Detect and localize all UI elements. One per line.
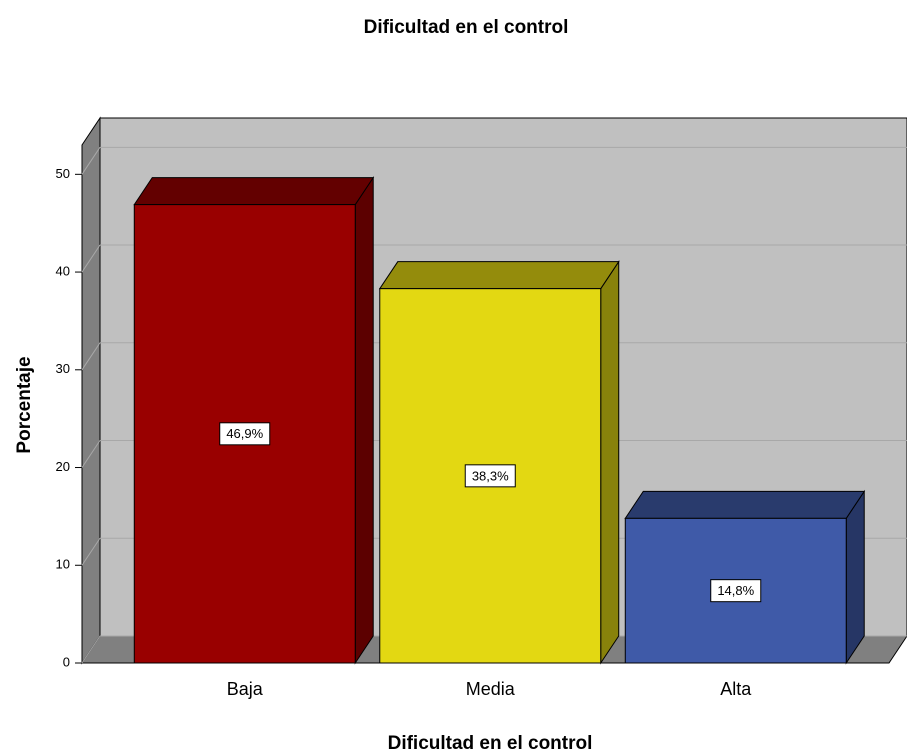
grid-line [81, 244, 101, 273]
grid-line [81, 635, 101, 664]
side-wall [81, 116, 101, 665]
bar-top [133, 177, 375, 206]
x-tick-label: Alta [720, 679, 752, 699]
y-tick-label: 30 [56, 361, 70, 376]
bar-side [845, 489, 865, 665]
grid-line [81, 537, 101, 566]
y-axis-title: Porcentaje [14, 356, 35, 453]
value-label-box [464, 464, 516, 488]
y-tick-label: 10 [56, 557, 70, 572]
grid-line [81, 147, 101, 175]
grid-line [81, 440, 101, 468]
y-tick-label: 50 [56, 166, 70, 181]
x-tick-label: Media [466, 679, 516, 699]
bar-side [600, 260, 620, 665]
value-label: 38,3% [472, 468, 509, 483]
value-label: 14,8% [717, 583, 754, 598]
grid-line [81, 342, 101, 371]
value-label-box [219, 422, 271, 446]
y-tick-label: 40 [56, 263, 70, 278]
bar-top [378, 261, 620, 290]
bar-side [354, 175, 374, 665]
y-tick-label: 20 [56, 459, 70, 474]
value-label-box [710, 579, 762, 603]
value-label: 46,9% [226, 426, 263, 441]
y-tick-label: 0 [63, 654, 70, 669]
chart-title: Dificultad en el control [364, 17, 569, 38]
x-axis-title: Dificultad en el control [388, 733, 593, 754]
x-tick-label: Baja [227, 679, 264, 699]
bar-top [624, 490, 866, 519]
